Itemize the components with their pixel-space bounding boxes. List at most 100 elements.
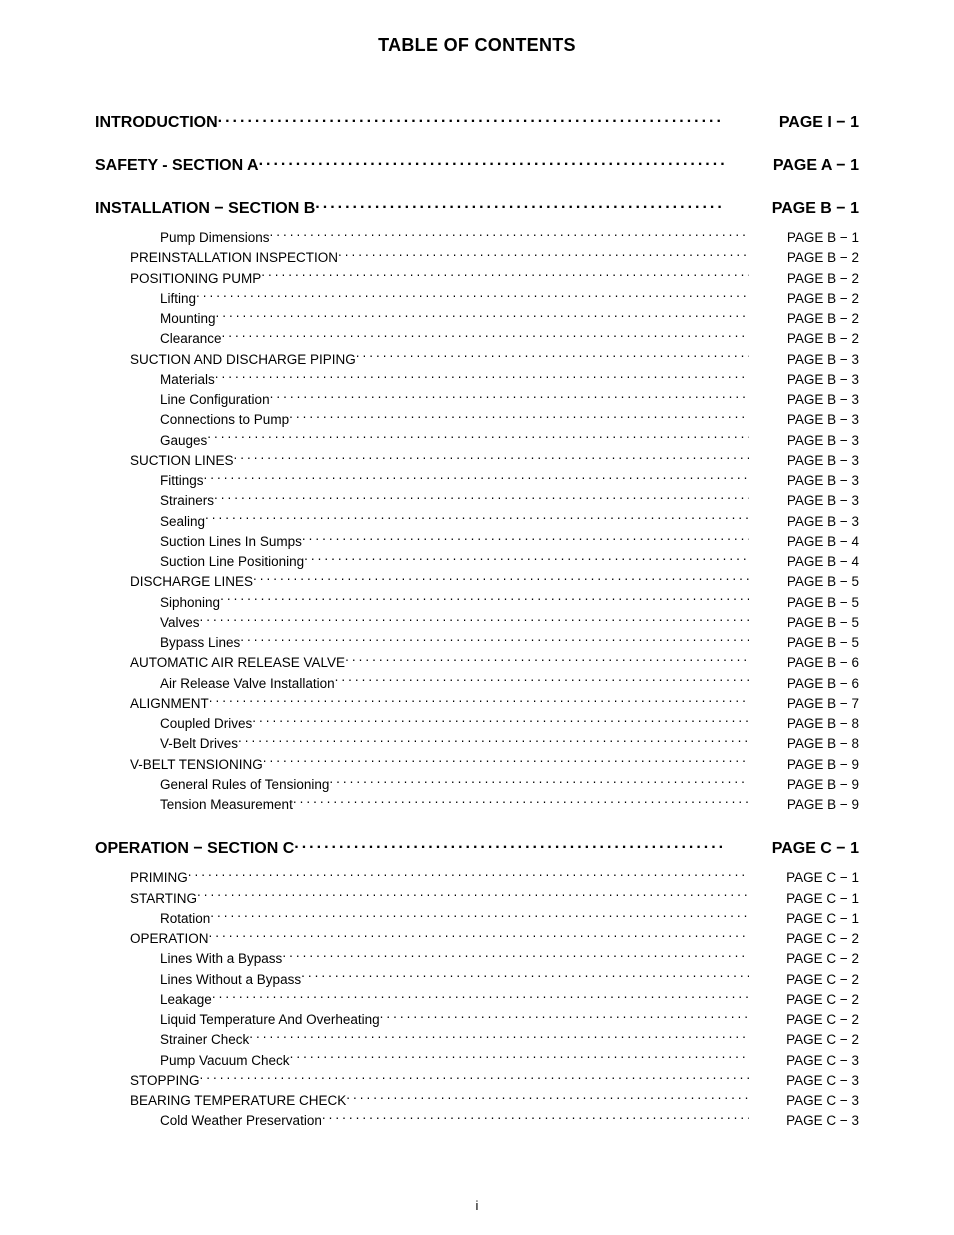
toc-entry-page: PAGE C − 3 (749, 1111, 859, 1131)
toc-section-page: PAGE A − 1 (725, 157, 859, 175)
toc-entry-label: Mounting (95, 309, 216, 329)
toc-entry-page: PAGE B − 8 (749, 714, 859, 734)
toc-entry-page: PAGE B − 6 (749, 653, 859, 673)
toc-leader-dots (338, 249, 749, 263)
toc-entry: Coupled Drives PAGE B − 8 (95, 714, 859, 734)
toc-entry: SUCTION LINES PAGE B − 3 (95, 451, 859, 471)
toc-entry: Strainers PAGE B − 3 (95, 491, 859, 511)
toc-leader-dots (293, 796, 749, 810)
toc-entry-page: PAGE B − 3 (749, 350, 859, 370)
toc-leader-dots (212, 990, 749, 1004)
toc-leader-dots (304, 553, 749, 567)
toc-entry-page: PAGE C − 2 (749, 970, 859, 990)
toc-entry-label: Materials (95, 370, 215, 390)
toc-entry-page: PAGE B − 2 (749, 269, 859, 289)
toc-leader-dots (345, 654, 749, 668)
toc-entry: Cold Weather Preservation PAGE C − 3 (95, 1111, 859, 1131)
toc-entry-label: DISCHARGE LINES (95, 572, 253, 592)
toc-entry-label: Fittings (95, 471, 204, 491)
toc-leader-dots (240, 634, 749, 648)
toc-leader-dots (322, 1112, 749, 1126)
toc-body: INTRODUCTION PAGE I − 1 SAFETY - SECTION … (95, 111, 859, 1132)
toc-leader-dots (209, 930, 749, 944)
toc-leader-dots (220, 593, 749, 607)
toc-leader-dots (197, 889, 749, 903)
toc-section-page: PAGE B − 1 (725, 200, 859, 218)
toc-leader-dots (218, 111, 725, 127)
toc-leader-dots (315, 197, 725, 213)
toc-entry: Strainer Check PAGE C − 2 (95, 1030, 859, 1050)
toc-entry-label: Suction Lines In Sumps (95, 532, 302, 552)
toc-section-heading: INTRODUCTION PAGE I − 1 (95, 111, 859, 132)
toc-section-heading: SAFETY - SECTION A PAGE A − 1 (95, 154, 859, 175)
toc-leader-dots (200, 1071, 749, 1085)
toc-entry-page: PAGE B − 6 (749, 674, 859, 694)
toc-entry: Lines With a Bypass PAGE C − 2 (95, 949, 859, 969)
toc-entry-label: Valves (95, 613, 200, 633)
toc-entry: Materials PAGE B − 3 (95, 370, 859, 390)
toc-entry: Bypass Lines PAGE B − 5 (95, 633, 859, 653)
toc-leader-dots (210, 909, 749, 923)
toc-entry-page: PAGE C − 1 (749, 909, 859, 929)
toc-entry-page: PAGE B − 5 (749, 613, 859, 633)
toc-entry: Leakage PAGE C − 2 (95, 990, 859, 1010)
page: TABLE OF CONTENTS INTRODUCTION PAGE I − … (0, 0, 954, 1235)
toc-entry-label: Lifting (95, 289, 196, 309)
toc-entry: SUCTION AND DISCHARGE PIPING PAGE B − 3 (95, 350, 859, 370)
toc-entry: POSITIONING PUMP PAGE B − 2 (95, 269, 859, 289)
toc-entry-label: Leakage (95, 990, 212, 1010)
toc-entry-page: PAGE C − 1 (749, 889, 859, 909)
toc-entry: Pump Dimensions PAGE B − 1 (95, 228, 859, 248)
toc-entry-label: Bypass Lines (95, 633, 240, 653)
toc-leader-dots (204, 472, 749, 486)
toc-entry: ALIGNMENT PAGE B − 7 (95, 694, 859, 714)
page-number-footer: i (0, 1198, 954, 1213)
toc-entry: AUTOMATIC AIR RELEASE VALVE PAGE B − 6 (95, 653, 859, 673)
toc-leader-dots (188, 869, 749, 883)
toc-entry-label: STOPPING (95, 1071, 200, 1091)
toc-entry-label: Pump Vacuum Check (95, 1051, 290, 1071)
toc-entry-page: PAGE B − 2 (749, 309, 859, 329)
toc-entry: PREINSTALLATION INSPECTION PAGE B − 2 (95, 248, 859, 268)
toc-entry-label: Rotation (95, 909, 210, 929)
toc-leader-dots (253, 573, 749, 587)
toc-section-page: PAGE C − 1 (725, 840, 859, 858)
toc-leader-dots (270, 391, 749, 405)
toc-entry: Lines Without a Bypass PAGE C − 2 (95, 970, 859, 990)
toc-entry-label: General Rules of Tensioning (95, 775, 329, 795)
toc-entry: V-Belt Drives PAGE B − 8 (95, 734, 859, 754)
toc-entry: Rotation PAGE C − 1 (95, 909, 859, 929)
toc-leader-dots (249, 1031, 749, 1045)
toc-entry-label: Air Release Valve Installation (95, 674, 335, 694)
toc-section-heading: OPERATION − SECTION C PAGE C − 1 (95, 837, 859, 858)
toc-entry-page: PAGE B − 9 (749, 795, 859, 815)
toc-entry-page: PAGE B − 3 (749, 471, 859, 491)
toc-entry-label: V-BELT TENSIONING (95, 755, 263, 775)
toc-entry: V-BELT TENSIONING PAGE B − 9 (95, 755, 859, 775)
toc-entry-page: PAGE B − 3 (749, 512, 859, 532)
toc-entry-page: PAGE C − 3 (749, 1051, 859, 1071)
toc-entry: Clearance PAGE B − 2 (95, 329, 859, 349)
toc-leader-dots (270, 229, 749, 243)
toc-entry-label: Liquid Temperature And Overheating (95, 1010, 380, 1030)
toc-leader-dots (290, 1051, 749, 1065)
toc-entry: Suction Line Positioning PAGE B − 4 (95, 552, 859, 572)
toc-entry-page: PAGE B − 3 (749, 451, 859, 471)
toc-entry-label: Coupled Drives (95, 714, 252, 734)
toc-entry-label: Clearance (95, 329, 222, 349)
toc-leader-dots (346, 1092, 749, 1106)
toc-entry-label: STARTING (95, 889, 197, 909)
toc-entry-page: PAGE B − 1 (749, 228, 859, 248)
toc-entry-page: PAGE C − 2 (749, 1010, 859, 1030)
toc-leader-dots (302, 532, 749, 546)
toc-leader-dots (209, 694, 749, 708)
toc-entry-label: POSITIONING PUMP (95, 269, 261, 289)
toc-entry-label: Cold Weather Preservation (95, 1111, 322, 1131)
toc-entry: Gauges PAGE B − 3 (95, 431, 859, 451)
toc-entry: Siphoning PAGE B − 5 (95, 593, 859, 613)
toc-entry: Connections to Pump PAGE B − 3 (95, 410, 859, 430)
toc-leader-dots (196, 289, 749, 303)
toc-entry-page: PAGE C − 2 (749, 949, 859, 969)
toc-entry: Mounting PAGE B − 2 (95, 309, 859, 329)
toc-entry-page: PAGE C − 2 (749, 1030, 859, 1050)
